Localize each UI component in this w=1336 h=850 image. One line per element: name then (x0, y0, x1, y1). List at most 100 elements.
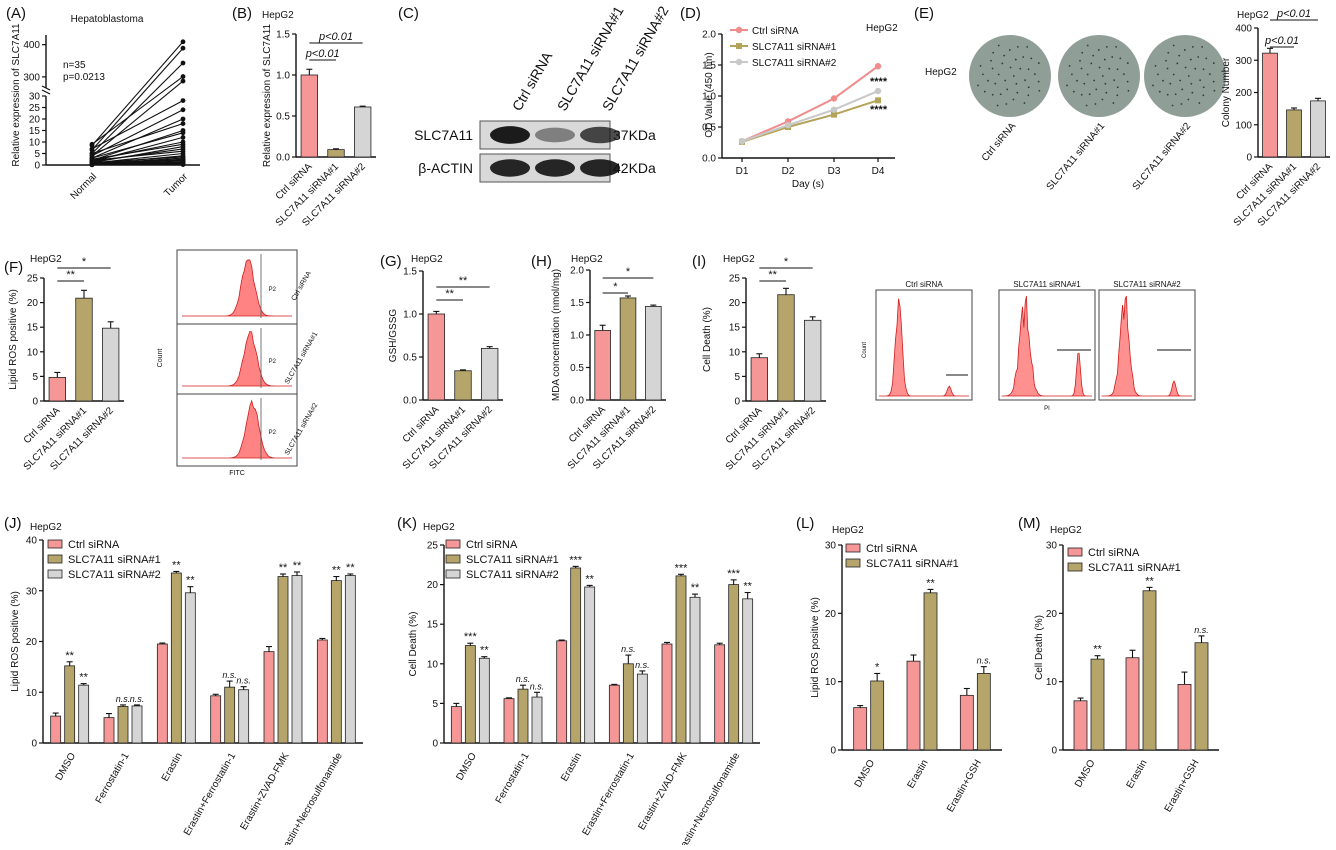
colony-dot (1108, 68, 1110, 70)
panel-label: (E) (914, 5, 934, 22)
y-axis-title: GSH/GSSG (388, 309, 399, 363)
colony-dot (1115, 46, 1117, 48)
bar (977, 673, 990, 750)
flow-y-label: Count (862, 342, 868, 358)
significance-label: *** (727, 568, 741, 580)
flow-panel-label: SLC7A11 siRNA#2 (1113, 280, 1181, 289)
bar (907, 661, 920, 750)
colony-dot (1000, 93, 1002, 95)
blot-band (580, 127, 620, 144)
data-point (181, 161, 186, 166)
panel-label: (L) (796, 515, 814, 532)
colony-dot (1181, 103, 1183, 105)
blot-band (580, 159, 620, 176)
y-tick-label: 0.0 (702, 154, 716, 165)
pair-line (92, 42, 183, 146)
bar (292, 576, 302, 743)
bar (1074, 701, 1087, 750)
y-tick-label: 0.0 (276, 153, 290, 164)
colony-dot (1123, 73, 1125, 75)
colony-dot (1116, 94, 1118, 96)
y-axis-title: Cell Death (%) (1034, 615, 1045, 680)
significance-label: ** (691, 582, 700, 594)
colony-dot (1016, 92, 1018, 94)
y-tick-label: 30 (1046, 541, 1058, 552)
y-axis-title: Lipid ROS positive (%) (810, 597, 821, 698)
colony-dot (1111, 56, 1113, 58)
bar (960, 695, 973, 750)
heading-label: HepG2 (832, 525, 864, 536)
x-tick-label: D2 (782, 166, 795, 177)
y-tick-label: 15 (27, 323, 39, 334)
legend-swatch (48, 570, 62, 578)
data-point (90, 151, 95, 156)
protein-label: SLC7A11 (414, 127, 473, 143)
significance-label: ** (346, 562, 355, 574)
significance-label: ** (1145, 575, 1154, 587)
colony-dot (992, 68, 994, 70)
y-tick-label: 0.5 (403, 353, 417, 364)
significance-label: ** (65, 650, 74, 662)
colony-dot (1187, 99, 1189, 101)
y-tick-label: 30 (26, 586, 38, 597)
colony-dot (1026, 46, 1028, 48)
colony-dot (1071, 73, 1073, 75)
significance-label: ** (480, 645, 489, 657)
colony-dot (1191, 92, 1193, 94)
colony-dot (1015, 83, 1017, 85)
y-tick-label: 1.0 (276, 71, 290, 82)
colony-dot (1034, 73, 1036, 75)
legend-swatch (846, 544, 860, 552)
pair-line (92, 77, 183, 145)
significance-label: ** (1093, 644, 1102, 656)
series-marker (831, 95, 837, 101)
y-tick-label: 100 (1235, 120, 1252, 131)
series-line (742, 100, 878, 142)
colony-dot (998, 45, 1000, 47)
x-tick-label: Ferrostatin-1 (494, 751, 532, 806)
x-tick-label: Ferrostatin-1 (94, 751, 132, 806)
panel-label: (J) (4, 515, 22, 532)
bar (65, 666, 75, 743)
gate-label: P2 (269, 430, 277, 436)
y-tick-label: 1.5 (702, 61, 716, 72)
bar (185, 593, 195, 743)
x-tick-label: Erastin+ZVAD-FMK (238, 751, 291, 832)
bar (751, 358, 768, 401)
y-tick-label: 5 (734, 372, 740, 383)
heading-label: HepG2 (30, 522, 62, 533)
bar (585, 587, 595, 743)
series-line (742, 66, 878, 141)
axis-break (42, 90, 50, 94)
colony-dot (1203, 68, 1205, 70)
colony-dot (1128, 90, 1130, 92)
colony-dot (1113, 79, 1115, 81)
x-tick-label: Erastin+Necrosulfonamide (277, 751, 346, 845)
colony-dot (1086, 105, 1088, 107)
x-tick-label: DMSO (1073, 758, 1098, 790)
heading-label: HepG2 (1237, 10, 1269, 21)
y-axis-title: Lipid ROS positive (%) (8, 289, 19, 390)
series-line (742, 91, 878, 141)
bar (623, 664, 633, 743)
x-tick-label: Erastin (906, 758, 931, 790)
bar (317, 640, 327, 743)
significance-label: * (82, 256, 87, 268)
colony-dot (997, 105, 999, 107)
significance-label: n.s. (1194, 625, 1209, 635)
colony-dot (1089, 93, 1091, 95)
colony-dot (1201, 46, 1203, 48)
y-tick-label: 10 (729, 347, 741, 358)
y-tick-label: 0.0 (570, 396, 584, 407)
colony-dot (1006, 103, 1008, 105)
y-tick-label: 10 (1046, 677, 1058, 688)
colony-dot (1105, 92, 1107, 94)
colony-dot (987, 80, 989, 82)
plate-heading: HepG2 (925, 67, 957, 78)
y-tick-label: 400 (1235, 24, 1252, 35)
panel-label: (I) (692, 253, 706, 270)
